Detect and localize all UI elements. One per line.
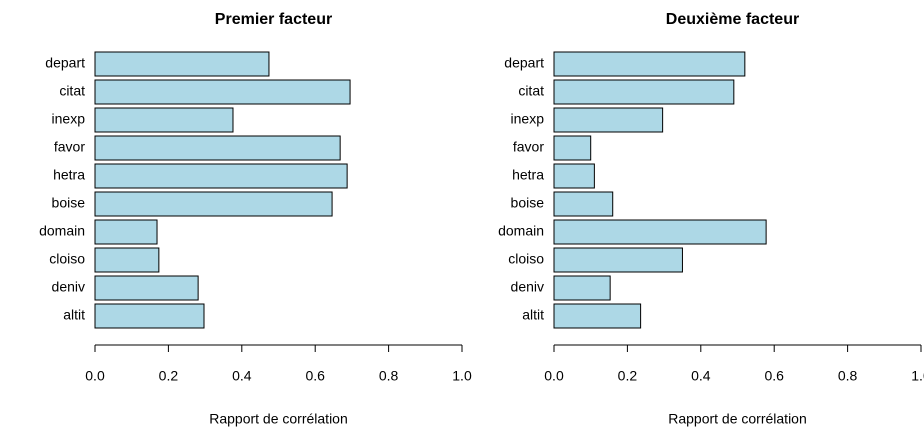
y-tick-label: citat bbox=[59, 83, 85, 99]
y-tick-label: favor bbox=[54, 139, 85, 155]
y-tick-label: altit bbox=[63, 307, 85, 323]
y-tick-label: depart bbox=[504, 55, 544, 71]
chart-title: Premier facteur bbox=[215, 11, 332, 28]
y-tick-label: boise bbox=[511, 195, 545, 211]
y-tick-label: hetra bbox=[512, 167, 544, 183]
y-tick-label: citat bbox=[518, 83, 544, 99]
x-tick-label: 1.0 bbox=[911, 368, 924, 384]
y-tick-label: domain bbox=[498, 223, 544, 239]
bar bbox=[553, 107, 664, 133]
bar bbox=[94, 219, 158, 245]
y-tick-label: boise bbox=[52, 195, 86, 211]
bar bbox=[553, 79, 735, 105]
bar bbox=[553, 303, 642, 329]
x-tick-label: 1.0 bbox=[452, 368, 472, 384]
y-tick-label: inexp bbox=[52, 111, 86, 127]
y-tick-label: cloiso bbox=[508, 251, 544, 267]
bar bbox=[94, 163, 348, 189]
bar bbox=[553, 163, 595, 189]
x-tick-label: 0.2 bbox=[159, 368, 179, 384]
y-tick-label: inexp bbox=[511, 111, 545, 127]
x-tick-label: 0.0 bbox=[85, 368, 105, 384]
bar bbox=[94, 247, 160, 273]
x-tick-label: 0.0 bbox=[544, 368, 564, 384]
bar bbox=[94, 191, 333, 217]
x-tick-label: 0.6 bbox=[305, 368, 325, 384]
bar bbox=[553, 135, 592, 161]
bar bbox=[94, 303, 205, 329]
bar bbox=[553, 247, 683, 273]
y-tick-label: deniv bbox=[511, 279, 544, 295]
x-tick-label: 0.2 bbox=[618, 368, 638, 384]
y-tick-label: deniv bbox=[52, 279, 85, 295]
bar bbox=[94, 51, 270, 77]
bar bbox=[94, 79, 351, 105]
y-tick-label: altit bbox=[522, 307, 544, 323]
bar bbox=[553, 275, 611, 301]
x-tick-label: 0.8 bbox=[838, 368, 858, 384]
x-axis-label: Rapport de corrélation bbox=[668, 411, 807, 427]
x-tick-label: 0.4 bbox=[691, 368, 711, 384]
bar bbox=[553, 51, 746, 77]
y-tick-label: domain bbox=[39, 223, 85, 239]
y-tick-label: cloiso bbox=[49, 251, 85, 267]
x-axis-label: Rapport de corrélation bbox=[209, 411, 348, 427]
bar bbox=[553, 219, 767, 245]
bar bbox=[94, 107, 234, 133]
bar bbox=[94, 135, 341, 161]
bar bbox=[94, 275, 199, 301]
y-tick-label: depart bbox=[45, 55, 85, 71]
x-tick-label: 0.6 bbox=[764, 368, 784, 384]
x-tick-label: 0.8 bbox=[379, 368, 399, 384]
chart-title: Deuxième facteur bbox=[666, 11, 799, 28]
x-tick-label: 0.4 bbox=[232, 368, 252, 384]
bar bbox=[553, 191, 614, 217]
y-tick-label: favor bbox=[513, 139, 544, 155]
y-tick-label: hetra bbox=[53, 167, 85, 183]
